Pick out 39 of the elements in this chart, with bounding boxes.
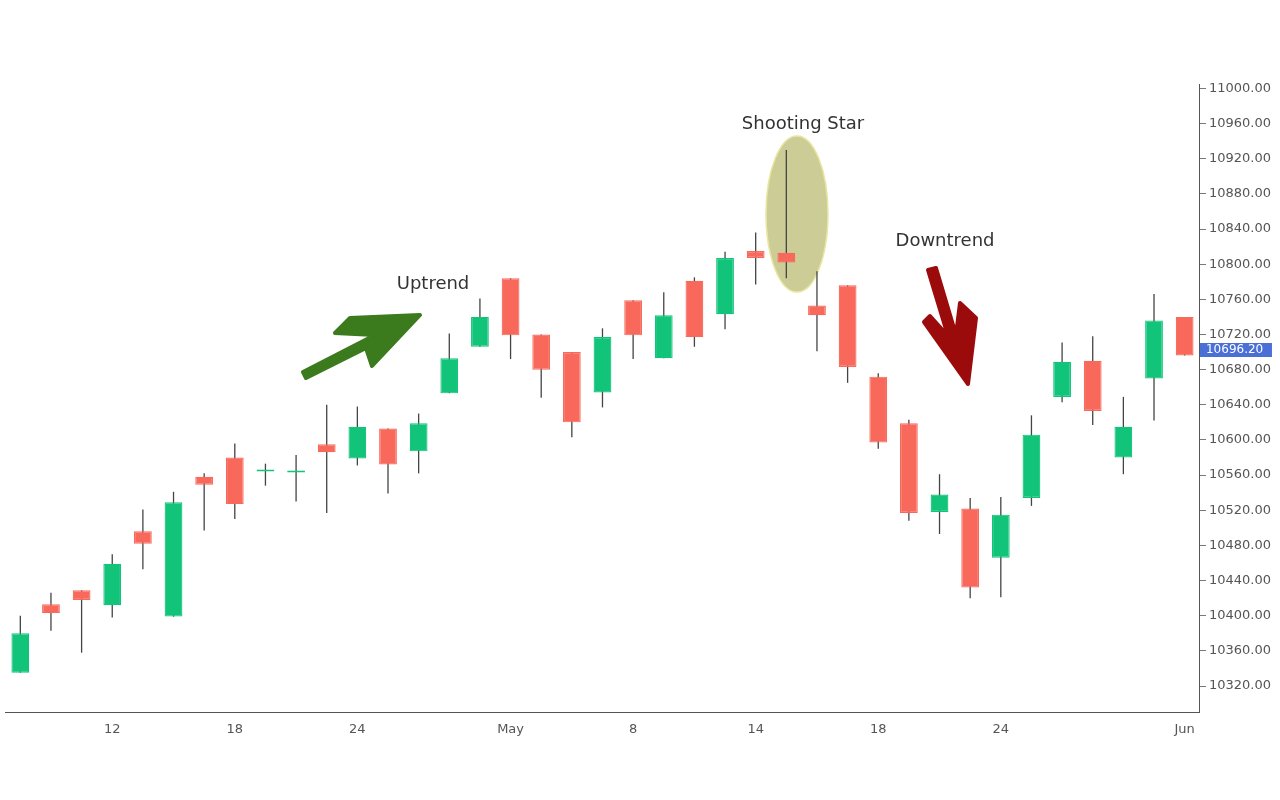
candlestick <box>134 508 152 570</box>
candlestick <box>808 270 826 352</box>
y-tick-label: 10360.00 <box>1208 642 1271 658</box>
y-tick-label: 10680.00 <box>1208 361 1271 377</box>
x-tick-label: 18 <box>869 720 887 736</box>
y-tick-label: 10480.00 <box>1208 536 1271 552</box>
y-tick-label: 10520.00 <box>1208 501 1271 517</box>
y-tick-label: 10440.00 <box>1208 571 1271 587</box>
y-tick-label: 10960.00 <box>1208 114 1271 130</box>
candlestick <box>195 472 214 532</box>
x-tick-label: 24 <box>349 720 366 736</box>
x-tick-label: Jun <box>1173 720 1195 736</box>
y-tick-label: 10640.00 <box>1208 396 1271 412</box>
x-tick-label: May <box>497 720 525 736</box>
text: 10696.20 <box>1205 342 1264 357</box>
y-tick-label: 10800.00 <box>1208 255 1271 271</box>
y-tick-label: 10720.00 <box>1208 325 1271 341</box>
y-tick-label: 10880.00 <box>1208 185 1271 201</box>
y-tick-label: 10840.00 <box>1208 220 1271 236</box>
y-tick-label: 10920.00 <box>1208 150 1271 166</box>
y-tick-label: 11000.00 <box>1208 79 1271 95</box>
annotation: Uptrend <box>396 271 470 293</box>
y-tick-label: 10320.00 <box>1208 677 1271 693</box>
candlestick <box>777 149 796 279</box>
x-tick-label: 12 <box>103 720 121 736</box>
y-tick-label: 10760.00 <box>1208 290 1271 306</box>
annotation: Downtrend <box>895 228 995 250</box>
candlestick <box>72 589 91 654</box>
candlestick <box>930 473 949 535</box>
x-tick-label: 24 <box>992 720 1010 736</box>
x-tick-label: 18 <box>226 720 244 736</box>
x-tick-label: 8 <box>628 720 638 736</box>
candlestick <box>42 592 60 632</box>
y-tick-label: 10400.00 <box>1208 607 1271 623</box>
candlestick <box>746 231 765 286</box>
y-tick-label: 10600.00 <box>1208 431 1271 447</box>
x-tick-label: 14 <box>747 720 764 736</box>
annotation: Shooting Star <box>741 111 865 133</box>
y-tick-label: 10560.00 <box>1208 466 1271 482</box>
